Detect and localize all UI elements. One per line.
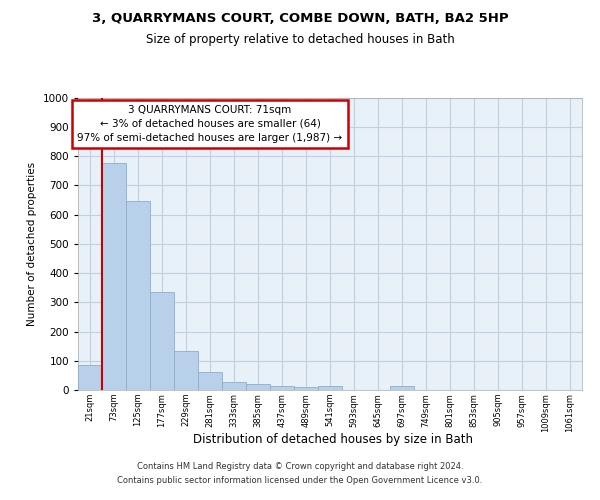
Y-axis label: Number of detached properties: Number of detached properties (27, 162, 37, 326)
Bar (198, 372, 222, 390)
Bar (126, 202, 150, 390)
Bar (390, 386, 414, 390)
Bar (222, 382, 246, 390)
Bar (294, 387, 318, 390)
Bar (102, 164, 126, 390)
Bar (150, 292, 174, 390)
Bar (270, 386, 294, 390)
Text: Distribution of detached houses by size in Bath: Distribution of detached houses by size … (193, 432, 473, 446)
Text: 3, QUARRYMANS COURT, COMBE DOWN, BATH, BA2 5HP: 3, QUARRYMANS COURT, COMBE DOWN, BATH, B… (92, 12, 508, 26)
Text: Contains public sector information licensed under the Open Government Licence v3: Contains public sector information licen… (118, 476, 482, 485)
Text: Contains HM Land Registry data © Crown copyright and database right 2024.: Contains HM Land Registry data © Crown c… (137, 462, 463, 471)
Bar (174, 350, 198, 390)
Text: 3 QUARRYMANS COURT: 71sqm
← 3% of detached houses are smaller (64)
97% of semi-d: 3 QUARRYMANS COURT: 71sqm ← 3% of detach… (77, 105, 343, 143)
Text: Size of property relative to detached houses in Bath: Size of property relative to detached ho… (146, 32, 454, 46)
Bar (246, 384, 270, 390)
Bar (318, 386, 342, 390)
Bar (78, 365, 102, 390)
